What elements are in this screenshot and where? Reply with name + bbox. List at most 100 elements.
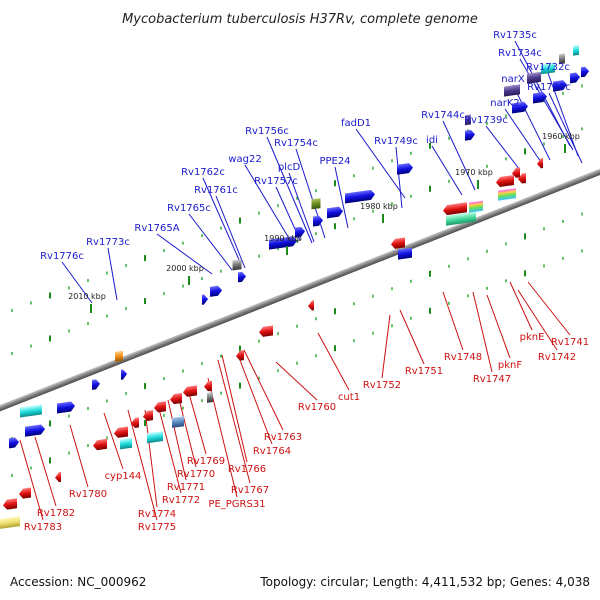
red-gene-label: Rv1775	[138, 522, 176, 533]
gene-block	[469, 200, 483, 213]
red-callout	[517, 289, 558, 351]
forward-gene	[581, 66, 589, 78]
blue-callout	[334, 166, 349, 229]
gene-block	[527, 71, 541, 84]
blue-gene-label: plcD	[278, 162, 301, 173]
kbp-label: 2010 kbp	[68, 292, 106, 301]
blue-gene-label: Rv1756c	[245, 126, 289, 137]
blue-gene-label: PPE24	[319, 156, 350, 167]
reverse-gene	[143, 410, 153, 422]
red-callout	[34, 436, 57, 507]
gene-block	[311, 198, 321, 210]
reverse-gene	[19, 487, 31, 499]
red-gene-label: Rv1782	[37, 508, 75, 519]
gene-block	[446, 211, 476, 226]
reverse-gene	[114, 426, 128, 438]
genome-axis	[0, 155, 600, 425]
gene-block	[0, 516, 20, 530]
red-callout	[217, 359, 251, 484]
reverse-gene	[512, 167, 520, 178]
blue-callout	[215, 195, 246, 269]
red-callout	[157, 404, 182, 494]
red-gene-label: Rv1780	[69, 489, 107, 500]
gene-block	[465, 114, 471, 126]
red-gene-label: cut1	[338, 392, 360, 403]
blue-callout	[395, 146, 403, 209]
reverse-gene	[183, 385, 197, 397]
blue-gene-label: wag22	[228, 154, 261, 165]
reverse-gene	[308, 300, 314, 311]
red-callout	[399, 309, 425, 365]
gene-block	[20, 404, 42, 418]
forward-gene	[57, 401, 75, 414]
red-gene-label: Rv1751	[405, 366, 443, 377]
reverse-gene	[3, 498, 17, 510]
red-gene-label: Rv1783	[24, 522, 62, 533]
gene-block	[120, 437, 132, 450]
gene-block	[207, 392, 213, 403]
blue-callout	[442, 120, 476, 191]
kbp-label: 1970 kbp	[455, 168, 493, 177]
red-gene-label: Rv1767	[231, 485, 269, 496]
red-gene-label: Rv1770	[177, 469, 215, 480]
reverse-gene	[154, 401, 166, 413]
red-callout	[177, 394, 197, 468]
forward-gene	[9, 437, 19, 449]
blue-callout	[244, 164, 291, 241]
reverse-gene	[170, 393, 182, 405]
red-callout	[187, 389, 207, 455]
blue-gene-label: Rv1776c	[40, 251, 84, 262]
gene-block	[573, 44, 579, 56]
forward-gene	[269, 236, 297, 250]
reverse-gene	[55, 471, 61, 483]
red-callout	[243, 349, 284, 431]
blue-gene-label: Rv1754c	[274, 138, 318, 149]
blue-gene-label: Rv1761c	[194, 185, 238, 196]
reverse-gene	[131, 417, 139, 428]
gene-block	[398, 247, 412, 260]
kbp-label: 1980 kbp	[360, 202, 398, 211]
red-callout	[275, 361, 318, 401]
gene-block	[498, 188, 516, 201]
red-callout	[442, 291, 464, 351]
gene-features	[0, 44, 589, 530]
blue-callout	[355, 128, 406, 199]
red-callout	[103, 412, 124, 470]
blue-gene-label: Rv1744c	[421, 110, 465, 121]
gene-block	[504, 84, 520, 97]
reverse-gene	[236, 350, 244, 361]
blue-gene-label: narK2	[490, 98, 520, 109]
red-callout	[527, 281, 571, 336]
forward-gene	[465, 129, 475, 141]
gene-block	[147, 430, 163, 444]
blue-gene-label: Rv1773c	[86, 237, 130, 248]
blue-gene-label: Rv1762c	[181, 167, 225, 178]
red-gene-label: Rv1772	[162, 495, 200, 506]
blue-callout	[202, 177, 241, 263]
blue-callout	[485, 125, 521, 171]
red-gene-label: PE_PGRS31	[208, 499, 265, 510]
blue-callout	[266, 136, 313, 244]
blue-callout	[61, 261, 93, 304]
red-callout	[237, 354, 273, 445]
tick-marks	[11, 84, 583, 477]
forward-gene	[512, 101, 528, 114]
forward-gene	[570, 72, 580, 84]
blue-gene-label: Rv1765A	[134, 223, 179, 234]
forward-gene	[397, 163, 413, 175]
red-callout	[486, 294, 511, 359]
forward-gene	[295, 226, 305, 238]
blue-callout	[288, 172, 315, 243]
gene-block	[172, 416, 184, 428]
blue-callout	[188, 213, 233, 271]
red-gene-label: Rv1766	[228, 464, 266, 475]
reverse-gene	[93, 438, 107, 451]
gene-block	[559, 53, 565, 65]
reverse-gene	[204, 380, 212, 392]
blue-callout	[107, 247, 118, 301]
reverse-gene	[391, 237, 405, 249]
forward-gene	[25, 424, 45, 437]
blue-gene-label: narX	[501, 74, 525, 85]
reverse-gene	[496, 174, 514, 187]
